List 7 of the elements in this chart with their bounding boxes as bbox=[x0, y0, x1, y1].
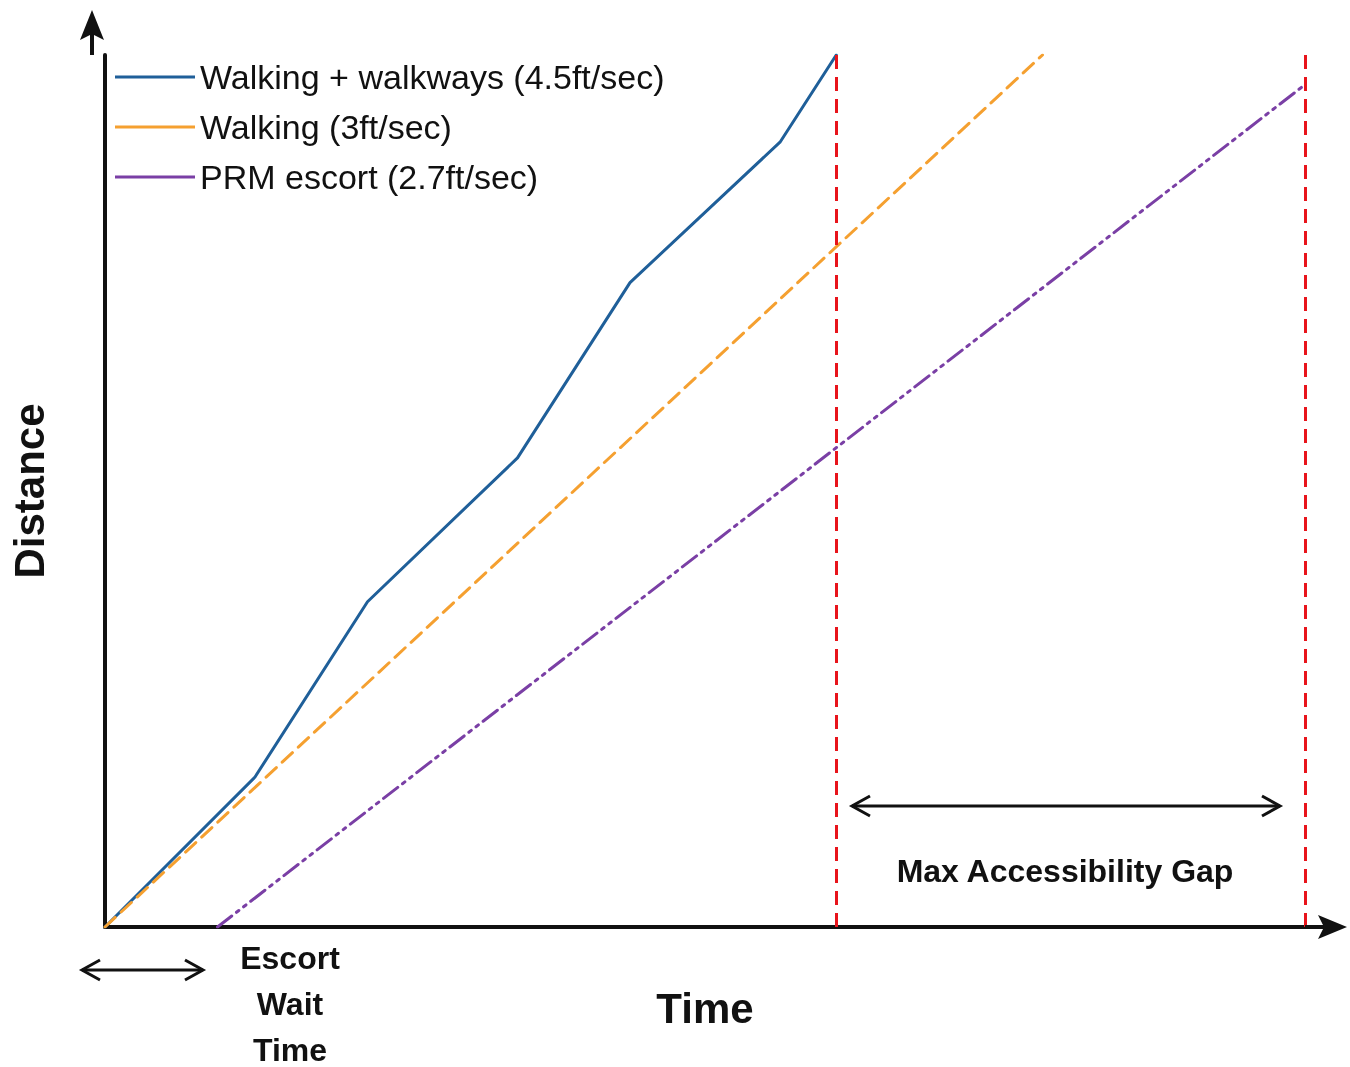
legend-label: Walking (3ft/sec) bbox=[200, 108, 452, 146]
legend-label: Walking + walkways (4.5ft/sec) bbox=[200, 58, 665, 96]
annotation: Max Accessibility Gap bbox=[895, 852, 1235, 891]
x-axis-title: Time bbox=[656, 984, 754, 1032]
text: Escort Wait Time bbox=[239, 939, 341, 1067]
legend-label: PRM escort (2.7ft/sec) bbox=[200, 158, 539, 196]
y-axis-title: Distance bbox=[5, 403, 53, 579]
